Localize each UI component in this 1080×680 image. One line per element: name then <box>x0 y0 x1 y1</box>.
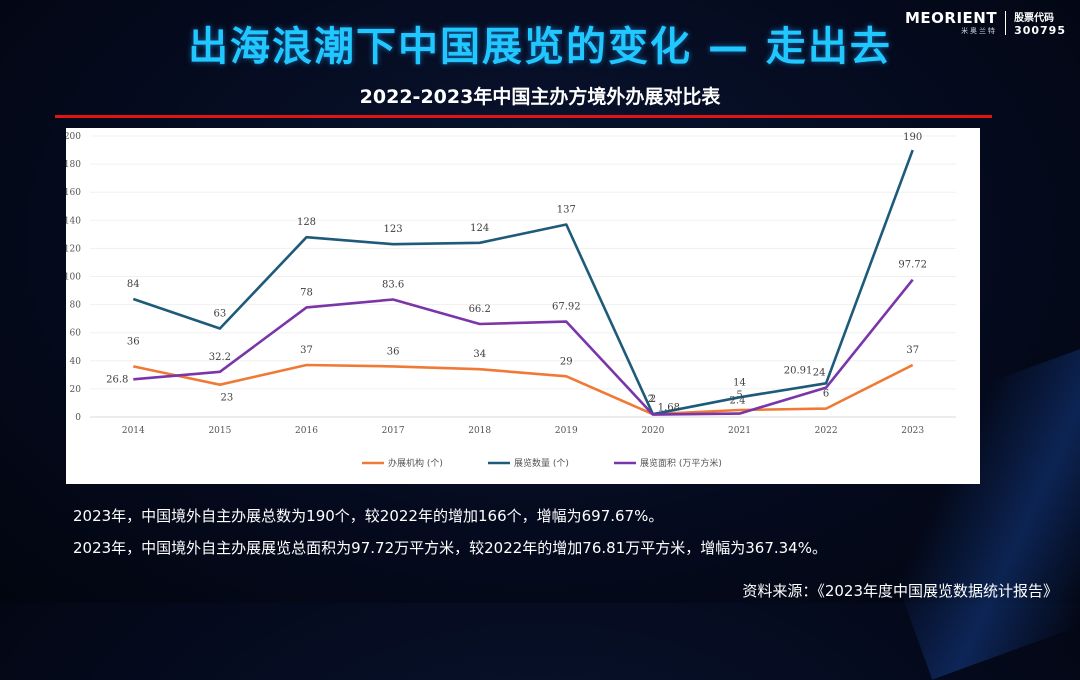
y-tick-label: 180 <box>66 160 81 170</box>
x-tick-label: 2018 <box>468 426 491 436</box>
data-label: 137 <box>557 205 576 216</box>
data-label: 66.2 <box>469 304 491 315</box>
x-tick-label: 2021 <box>728 426 751 436</box>
x-tick-label: 2020 <box>641 426 664 436</box>
series-line <box>132 149 914 416</box>
data-label: 67.92 <box>552 302 581 313</box>
y-tick-label: 0 <box>75 413 81 423</box>
data-label: 128 <box>297 217 316 228</box>
data-label: 84 <box>127 279 140 290</box>
data-label: 1.68 <box>658 403 680 414</box>
data-label: 2 <box>650 394 656 405</box>
brand-subname: 米奥兰特 <box>961 26 998 35</box>
chart-panel: 0 20 40 60 80 100 120 140 160 180 200 2014 2015 2016 2… <box>66 128 980 484</box>
data-label: 26.8 <box>106 374 128 385</box>
data-label: 190 <box>903 132 922 143</box>
brand-wordmark: MEORIENT 米奥兰特 <box>904 8 998 36</box>
data-label: 36 <box>127 336 140 347</box>
data-label: 29 <box>560 356 573 367</box>
y-tick-label: 40 <box>70 357 82 367</box>
title-divider <box>55 115 992 118</box>
data-label: 24 <box>813 367 826 378</box>
data-label: 63 <box>214 308 227 319</box>
x-tick-label: 2015 <box>208 426 231 436</box>
chart-title: 2022-2023年中国主办方境外办展对比表 <box>359 86 721 108</box>
x-tick-label: 2019 <box>555 426 578 436</box>
data-label: 23 <box>221 393 234 404</box>
data-label: 5 <box>736 390 742 401</box>
summary-note-area: 2023年，中国境外自主办展展览总面积为97.72万平方米，较2022年的增加7… <box>73 539 827 557</box>
stock-code: 300795 <box>1014 24 1066 37</box>
y-tick-label: 140 <box>66 216 81 226</box>
brand-name: MEORIENT <box>904 8 998 27</box>
stock-code-block: 股票代码 300795 <box>1014 9 1066 37</box>
data-label: 2.4 <box>730 396 746 407</box>
x-tick-label: 2017 <box>382 426 405 436</box>
y-tick-label: 160 <box>66 188 81 198</box>
data-label: 78 <box>300 287 313 298</box>
data-label: 36 <box>387 346 400 357</box>
data-label: 124 <box>470 223 489 234</box>
data-label: 14 <box>733 377 746 388</box>
data-label: 20.91 <box>784 366 813 377</box>
y-tick-label: 80 <box>70 301 82 311</box>
data-label: 37 <box>906 345 919 356</box>
stock-code-label: 股票代码 <box>1014 13 1055 24</box>
x-tick-label: 2022 <box>815 426 838 436</box>
series-line <box>133 278 914 416</box>
legend-label: 展览面积 (万平方米) <box>640 457 722 469</box>
y-tick-label: 60 <box>70 329 82 339</box>
data-label: 32.2 <box>209 352 231 363</box>
summary-note-count: 2023年，中国境外自主办展总数为190个，较2022年的增加166个，增幅为6… <box>73 507 664 525</box>
y-tick-label: 100 <box>66 273 81 283</box>
data-label: 2 <box>648 394 654 405</box>
data-label: 37 <box>300 345 313 356</box>
x-tick-label: 2016 <box>295 426 318 436</box>
data-label: 6 <box>823 389 829 400</box>
brand-logo: MEORIENT 米奥兰特 股票代码 300795 <box>905 9 1066 37</box>
y-tick-label: 20 <box>70 385 82 395</box>
data-label: 34 <box>473 349 486 360</box>
data-label: 83.6 <box>382 280 404 291</box>
legend-label: 办展机构 (个) <box>388 457 443 469</box>
x-tick-label: 2023 <box>901 426 924 436</box>
brand-divider <box>1005 11 1007 35</box>
data-label: 123 <box>384 224 403 235</box>
y-tick-label: 120 <box>66 244 81 254</box>
line-chart: 0 20 40 60 80 100 120 140 160 180 200 2014 2015 2016 2… <box>66 132 956 469</box>
x-tick-label: 2014 <box>122 426 145 436</box>
legend-label: 展览数量 (个) <box>514 457 569 469</box>
y-tick-label: 200 <box>66 132 81 142</box>
page-title: 出海浪潮下中国展览的变化 — 走出去 <box>188 24 892 70</box>
source-citation: 资料来源：《2023年度中国展览数据统计报告》 <box>742 582 1058 600</box>
series-line <box>133 363 914 416</box>
data-label: 97.72 <box>898 260 927 271</box>
